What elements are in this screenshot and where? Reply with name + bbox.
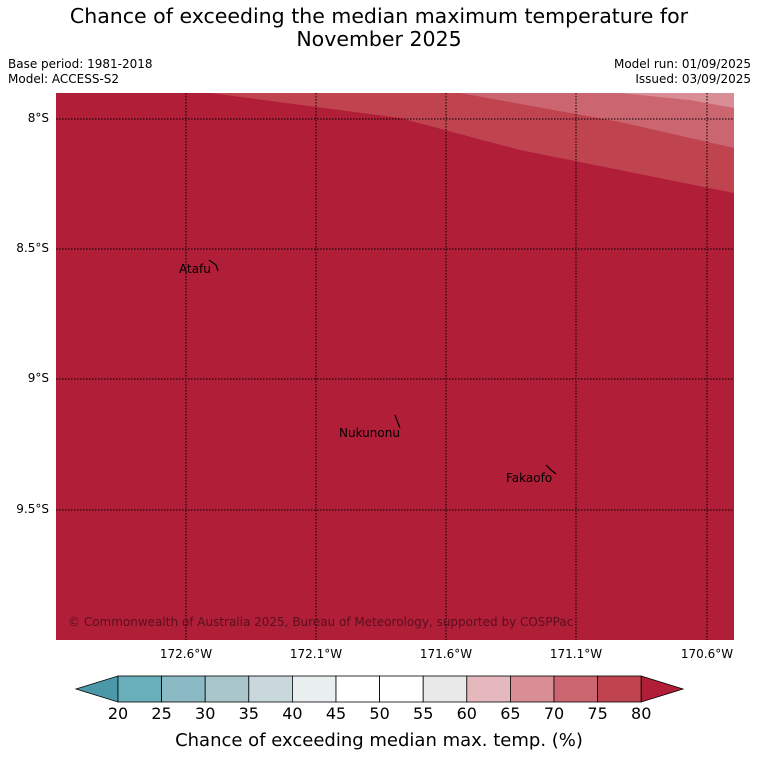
colorbar-bin-25-30 [161, 675, 206, 703]
colorbar-bin-55-60 [422, 675, 468, 703]
colorbar-tick-40: 40 [282, 704, 303, 723]
meta-right: Model run: 01/09/2025 Issued: 03/09/2025 [614, 57, 751, 87]
colorbar-extend-low [74, 675, 119, 703]
meta-left: Base period: 1981-2018 Model: ACCESS-S2 [8, 57, 153, 87]
graticule [56, 93, 734, 640]
island-fakaofo-outline [545, 464, 557, 475]
model-name: Model: ACCESS-S2 [8, 72, 120, 86]
issued-date: Issued: 03/09/2025 [635, 72, 751, 86]
colorbar-tick-25: 25 [151, 704, 172, 723]
island-label-nukunonu: Nukunonu [339, 426, 400, 440]
colorbar-bin-70-75 [553, 675, 598, 703]
lat-label-9-5s: 9.5°S [16, 502, 49, 516]
colorbar-tick-55: 55 [413, 704, 434, 723]
band-70-75 [460, 93, 734, 148]
island-nukunonu-outline [394, 414, 401, 429]
colorbar-tick-75: 75 [587, 704, 608, 723]
colorbar-bin-60-65 [466, 675, 511, 703]
chart-title: Chance of exceeding the median maximum t… [0, 5, 758, 51]
colorbar-tick-80: 80 [631, 704, 652, 723]
lon-label-171-1w: 171.1°W [549, 647, 603, 661]
colorbar-bin-75-80 [597, 675, 642, 703]
colorbar-tick-20: 20 [107, 704, 129, 723]
lon-label-172-6w: 172.6°W [159, 647, 213, 661]
map-area [56, 93, 734, 640]
island-fakaofo: Fakaofo [506, 464, 557, 485]
lon-label-170-6w: 170.6°W [680, 647, 734, 661]
colorbar-bin-20-25 [117, 675, 162, 703]
island-atafu-outline [208, 259, 219, 272]
island-label-fakaofo: Fakaofo [506, 471, 552, 485]
colorbar-bin-50-55 [379, 675, 424, 703]
colorbar-tick-60: 60 [456, 704, 477, 723]
lat-label-9s: 9°S [27, 371, 49, 385]
lon-label-172-1w: 172.1°W [289, 647, 343, 661]
model-run: Model run: 01/09/2025 [613, 57, 751, 71]
lon-label-171-6w: 171.6°W [419, 647, 473, 661]
copyright-notice: © Commonwealth of Australia 2025, Bureau… [68, 615, 573, 629]
title-line-1: Chance of exceeding the median maximum t… [69, 4, 689, 28]
colorbar-tick-50: 50 [369, 704, 390, 723]
colorbar-tick-30: 30 [195, 704, 216, 723]
island-atafu: Atafu [179, 259, 219, 276]
colorbar-tick-45: 45 [325, 704, 347, 723]
island-label-atafu: Atafu [179, 262, 211, 276]
colorbar-tick-70: 70 [543, 704, 565, 723]
colorbar-bin-30-35 [204, 675, 250, 703]
band-65-70 [620, 93, 734, 108]
base-period: Base period: 1981-2018 [8, 57, 153, 71]
colorbar-bin-65-70 [509, 675, 555, 703]
colorbar-bin-35-40 [248, 675, 293, 703]
colorbar-bin-45-50 [335, 675, 380, 703]
lat-label-8-5s: 8.5°S [16, 241, 49, 255]
colorbar-tick-65: 65 [500, 704, 521, 723]
colorbar-bin-40-45 [291, 675, 337, 703]
lat-label-8s: 8°S [27, 111, 49, 125]
colorbar-extend-high [640, 675, 685, 703]
island-nukunonu: Nukunonu [339, 414, 401, 440]
colorbar-tick-35: 35 [238, 704, 259, 723]
colorbar-title: Chance of exceeding median max. temp. (%… [175, 730, 583, 751]
title-line-2: November 2025 [296, 27, 462, 51]
colorbar [74, 675, 685, 703]
